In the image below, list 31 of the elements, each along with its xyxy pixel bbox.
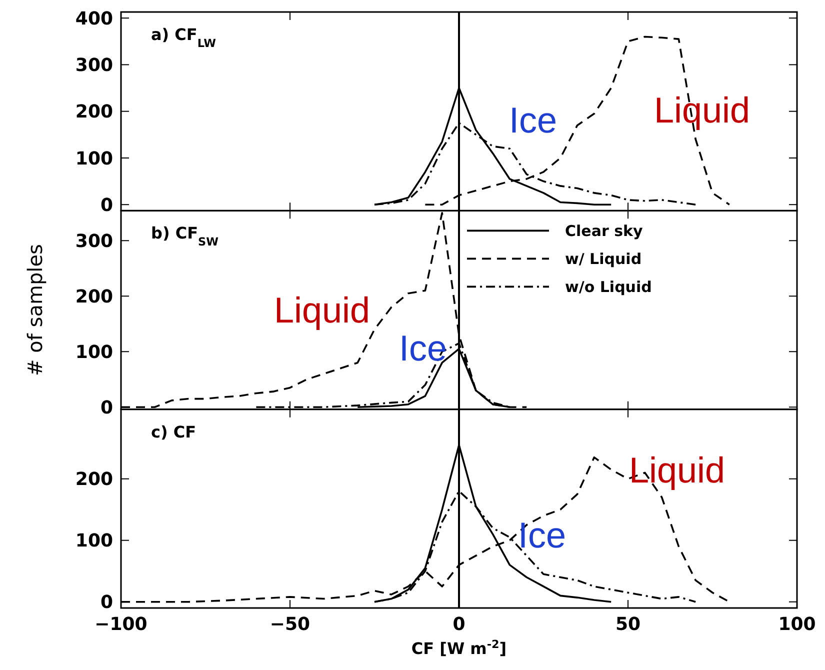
- legend-label: Clear sky: [565, 222, 643, 240]
- y-tick-label: 100: [75, 148, 113, 170]
- y-axis-title: # of samples: [23, 244, 47, 376]
- y-tick-label: 0: [100, 397, 113, 418]
- text: w/o Liquid: [565, 278, 652, 296]
- x-tick-label: 100: [778, 614, 816, 635]
- y-tick-label: 0: [100, 194, 113, 216]
- y-tick-label: 400: [75, 8, 113, 30]
- y-tick-label: 0: [100, 592, 113, 614]
- annotation: Ice: [398, 328, 448, 369]
- y-tick-label: 100: [75, 530, 113, 552]
- y-tick-label: 300: [75, 55, 113, 76]
- y-tick-label: 200: [75, 286, 113, 308]
- annotation: Liquid: [654, 90, 750, 131]
- x-tick-label: −50: [270, 614, 310, 635]
- annotation: Liquid: [628, 450, 726, 491]
- text: c) CF: [151, 422, 196, 442]
- y-tick-label: 100: [75, 342, 113, 363]
- y-tick-label: 200: [75, 102, 113, 123]
- y-tick-label: 300: [75, 230, 113, 252]
- annotation: Ice: [518, 514, 566, 556]
- x-tick-label: 0: [452, 614, 466, 635]
- x-tick-label: 50: [615, 614, 641, 635]
- x-tick-label: −100: [94, 614, 148, 635]
- y-tick-label: 200: [75, 469, 113, 490]
- x-axis-title: CF [W m$^{-2}$]: [411, 638, 507, 658]
- text: b) CF$_{SW}$: [151, 224, 218, 248]
- annotation: Liquid: [274, 290, 370, 331]
- annotation: Ice: [508, 100, 558, 141]
- text: a) CF$_{LW}$: [151, 25, 216, 50]
- text: w/ Liquid: [565, 250, 642, 268]
